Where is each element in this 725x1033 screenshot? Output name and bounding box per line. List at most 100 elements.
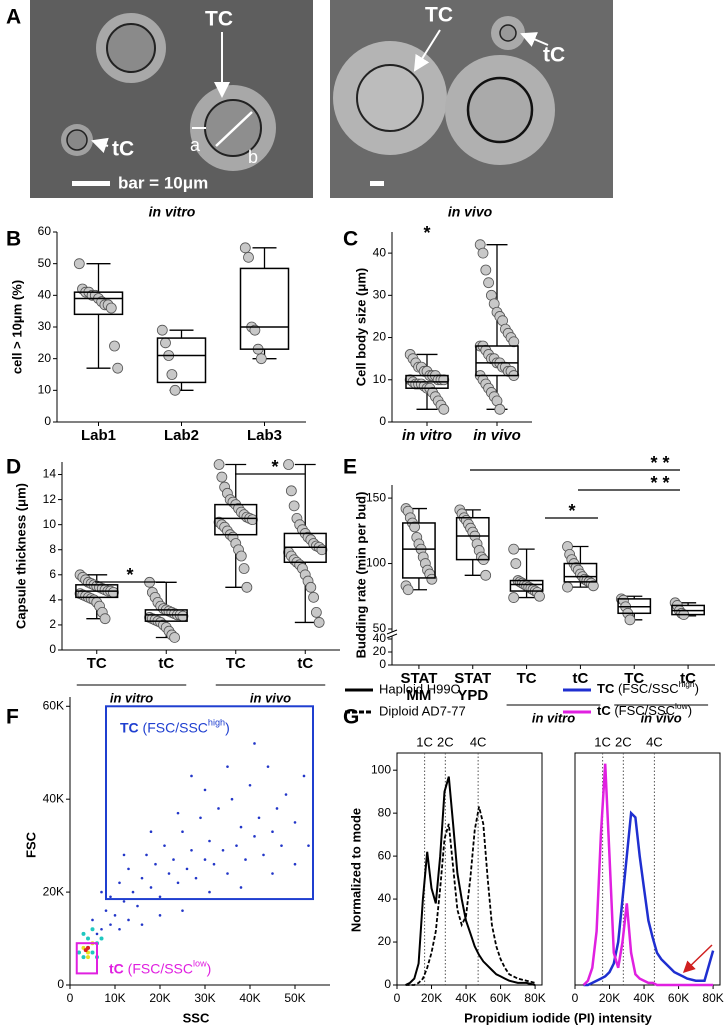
event-dot bbox=[217, 807, 220, 810]
legend-label-part: high bbox=[679, 679, 695, 689]
data-point bbox=[508, 336, 520, 348]
x-tick-label: Lab1 bbox=[80, 427, 116, 444]
data-point bbox=[305, 581, 317, 593]
histogram-line bbox=[583, 810, 715, 987]
scale-bar-label: bar = 10μm bbox=[118, 173, 208, 192]
x-tick-label: 50K bbox=[284, 991, 305, 1005]
event-dot bbox=[293, 862, 297, 866]
x-tick-label: 30K bbox=[194, 991, 215, 1005]
data-point bbox=[109, 340, 120, 352]
category-label-box: TC bbox=[517, 670, 537, 687]
significance-label: * bbox=[126, 565, 133, 585]
y-tick-label: 60 bbox=[378, 848, 392, 862]
data-point bbox=[310, 607, 322, 618]
event-dot bbox=[235, 844, 238, 847]
data-point bbox=[480, 264, 492, 276]
y-tick-label: 10 bbox=[43, 517, 57, 531]
y-tick-label: 40K bbox=[43, 791, 64, 805]
legend-label-part: ) bbox=[695, 681, 699, 696]
event-dot bbox=[154, 862, 157, 866]
data-point bbox=[166, 369, 178, 380]
cell-label: tC bbox=[112, 138, 134, 161]
data-point bbox=[285, 485, 297, 497]
x-tick-label: 0 bbox=[572, 991, 579, 1005]
gate-label-part: high bbox=[208, 718, 225, 728]
event-dot bbox=[181, 909, 184, 912]
x-tick-label: in vivo bbox=[473, 427, 521, 444]
y-tick-label: 30 bbox=[373, 288, 387, 302]
y-tick-label: 2 bbox=[49, 617, 56, 631]
y-tick-label: 150 bbox=[366, 490, 386, 504]
data-point bbox=[288, 500, 300, 512]
event-dot bbox=[113, 914, 117, 917]
legend-label-part: ) bbox=[688, 703, 692, 718]
panel-label: E bbox=[343, 456, 357, 479]
micrograph-in-vivo: TC tC bbox=[330, 0, 613, 198]
box bbox=[509, 579, 544, 592]
box bbox=[156, 337, 207, 384]
data-point bbox=[105, 302, 117, 314]
plot-frame bbox=[574, 752, 721, 986]
event-dot bbox=[262, 853, 265, 857]
histogram-line bbox=[405, 806, 536, 986]
event-dot bbox=[253, 835, 256, 838]
data-point bbox=[73, 258, 85, 270]
event-dot bbox=[158, 895, 162, 899]
group-label: in vivo bbox=[250, 690, 291, 705]
category-label-box: Lab1 bbox=[80, 427, 116, 444]
data-point bbox=[239, 242, 251, 254]
event-dot bbox=[109, 895, 112, 899]
category-label-box: Lab2 bbox=[164, 427, 199, 444]
data-point bbox=[235, 550, 247, 562]
data-point bbox=[508, 543, 520, 555]
data-point bbox=[402, 584, 414, 596]
gate bbox=[105, 705, 314, 901]
cell-label: TC bbox=[425, 4, 453, 27]
data-point bbox=[477, 247, 489, 259]
event-dot bbox=[239, 886, 243, 889]
data-point bbox=[241, 581, 253, 593]
y-tick-label: 50 bbox=[373, 621, 387, 635]
data-point bbox=[308, 591, 319, 603]
ploidy-label: 4C bbox=[470, 734, 487, 749]
y-tick-label: 0 bbox=[379, 414, 386, 428]
data-point bbox=[160, 337, 171, 349]
data-point bbox=[169, 632, 180, 643]
category-label-box: in vivo bbox=[473, 427, 521, 444]
x-tick-label: Lab3 bbox=[246, 427, 282, 444]
event-dot bbox=[77, 950, 81, 955]
data-point bbox=[438, 403, 450, 415]
ploidy-label: 2C bbox=[437, 734, 454, 749]
event-dot bbox=[271, 830, 274, 834]
event-dot bbox=[280, 844, 283, 847]
measure-label: a bbox=[190, 135, 201, 155]
x-tick-label: 80K bbox=[524, 991, 545, 1005]
ploidy-label: 1C bbox=[594, 734, 611, 749]
event-dot bbox=[190, 774, 193, 778]
panel-label: B bbox=[6, 228, 21, 251]
measure-label: b bbox=[248, 147, 258, 167]
gate-label-part: (FSC/SSC bbox=[139, 719, 208, 735]
category-label-box: TC bbox=[87, 655, 107, 672]
ploidy-label: 1C bbox=[416, 734, 433, 749]
event-dot bbox=[81, 931, 86, 936]
data-point bbox=[483, 277, 495, 289]
event-dot bbox=[208, 839, 211, 843]
y-tick-label: 100 bbox=[371, 762, 391, 776]
gate-label-part: low bbox=[193, 959, 207, 969]
x-tick-label: 40K bbox=[455, 991, 476, 1005]
axis-break bbox=[386, 629, 398, 635]
event-dot bbox=[140, 876, 144, 880]
y-tick-label: 60K bbox=[43, 698, 64, 712]
data-point bbox=[169, 384, 181, 396]
event-dot bbox=[181, 830, 184, 834]
x-axis-title: SSC bbox=[183, 1010, 210, 1025]
gate bbox=[75, 942, 98, 975]
category-label-box: Lab3 bbox=[246, 427, 282, 444]
event-dot bbox=[99, 936, 104, 941]
legend-label-part: (FSC/SSC bbox=[614, 681, 678, 696]
event-dot bbox=[271, 872, 274, 875]
y-tick-label: 0 bbox=[384, 977, 391, 991]
gate-label-part: tC bbox=[109, 960, 124, 976]
category-label-box: TC bbox=[226, 655, 246, 672]
